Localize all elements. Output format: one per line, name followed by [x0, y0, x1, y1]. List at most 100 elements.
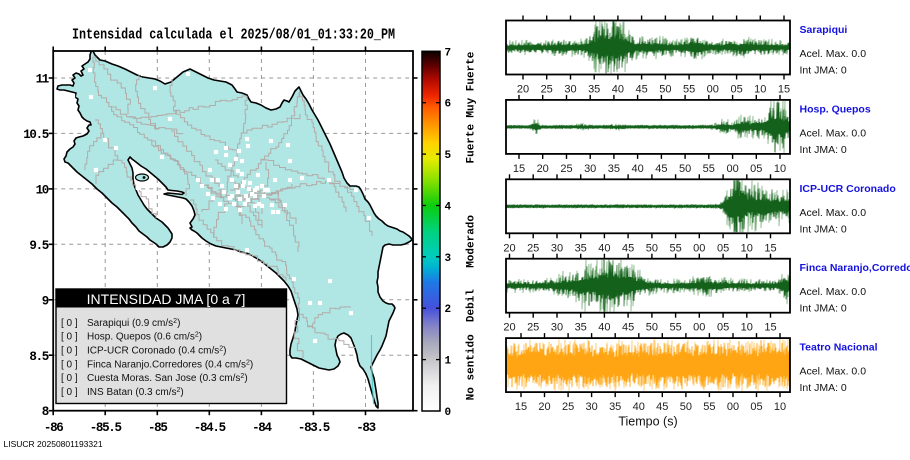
svg-text:10: 10: [774, 163, 786, 175]
svg-text:Finca Naranjo,Corredores: Finca Naranjo,Corredores: [800, 262, 910, 274]
svg-text:Int JMA: 0: Int JMA: 0: [800, 65, 847, 77]
svg-text:20: 20: [503, 322, 515, 334]
svg-text:Sarapiqui (0.9 cm/s2): Sarapiqui (0.9 cm/s2): [87, 317, 180, 329]
svg-text:7: 7: [445, 47, 452, 59]
svg-text:40: 40: [631, 163, 643, 175]
svg-text:55: 55: [669, 242, 681, 254]
svg-text:Int JMA: 0: Int JMA: 0: [800, 382, 847, 394]
svg-text:20: 20: [517, 84, 529, 96]
svg-text:45: 45: [635, 84, 647, 96]
svg-text:-85.5: -85.5: [90, 421, 122, 435]
svg-text:50: 50: [646, 322, 658, 334]
svg-text:4: 4: [445, 202, 452, 214]
svg-text:40: 40: [598, 242, 610, 254]
svg-text:10.5: 10.5: [23, 128, 49, 142]
svg-text:No sentido: No sentido: [466, 334, 478, 400]
svg-text:-85: -85: [148, 421, 167, 435]
svg-text:30: 30: [551, 322, 563, 334]
svg-text:Muy Fuerte: Muy Fuerte: [466, 51, 478, 117]
svg-text:0: 0: [445, 407, 452, 419]
svg-text:Debil: Debil: [466, 289, 478, 322]
svg-text:8.5: 8.5: [29, 350, 48, 364]
svg-text:20: 20: [537, 163, 549, 175]
svg-text:05: 05: [730, 84, 742, 96]
svg-text:Fuerte: Fuerte: [466, 123, 478, 163]
svg-text:5: 5: [445, 150, 452, 162]
svg-text:50: 50: [659, 84, 671, 96]
svg-text:45: 45: [622, 322, 634, 334]
svg-text:00: 00: [726, 163, 738, 175]
svg-text:35: 35: [609, 401, 621, 413]
svg-text:35: 35: [575, 242, 587, 254]
svg-text:30: 30: [585, 401, 597, 413]
svg-text:15: 15: [513, 163, 525, 175]
svg-text:9: 9: [42, 294, 49, 308]
svg-text:Acel. Max. 0.0: Acel. Max. 0.0: [800, 207, 867, 219]
svg-text:45: 45: [656, 401, 668, 413]
svg-text:ICP-UCR Coronado (0.4 cm/s2): ICP-UCR Coronado (0.4 cm/s2): [87, 345, 227, 357]
svg-text:Tiempo (s): Tiempo (s): [618, 415, 677, 429]
svg-text:05: 05: [717, 322, 729, 334]
svg-text:10: 10: [741, 322, 753, 334]
svg-text:[ 0 ]: [ 0 ]: [61, 359, 78, 370]
svg-text:55: 55: [669, 322, 681, 334]
svg-text:40: 40: [612, 84, 624, 96]
svg-text:15: 15: [764, 322, 776, 334]
svg-text:[ 0 ]: [ 0 ]: [61, 332, 78, 343]
svg-text:25: 25: [527, 242, 539, 254]
svg-text:20: 20: [503, 242, 515, 254]
svg-text:25: 25: [560, 163, 572, 175]
svg-text:INS Batan (0.3 cm/s2): INS Batan (0.3 cm/s2): [87, 387, 184, 399]
svg-text:Cuesta Moras. San Jose (0.3 cm: Cuesta Moras. San Jose (0.3 cm/s2): [87, 373, 248, 385]
svg-text:30: 30: [564, 84, 576, 96]
svg-text:Acel. Max. 0.0: Acel. Max. 0.0: [800, 366, 867, 378]
svg-text:9.5: 9.5: [29, 239, 48, 253]
svg-text:55: 55: [703, 401, 715, 413]
svg-text:00: 00: [707, 84, 719, 96]
svg-text:30: 30: [551, 242, 563, 254]
svg-text:25: 25: [562, 401, 574, 413]
svg-text:3: 3: [445, 253, 452, 265]
svg-text:40: 40: [633, 401, 645, 413]
svg-text:30: 30: [584, 163, 596, 175]
svg-text:Int JMA: 0: Int JMA: 0: [800, 223, 847, 235]
svg-text:Hosp. Quepos: Hosp. Quepos: [800, 103, 871, 115]
svg-text:50: 50: [680, 401, 692, 413]
svg-text:00: 00: [727, 401, 739, 413]
svg-text:-86: -86: [44, 421, 63, 435]
svg-text:INTENSIDAD JMA [0 a 7]: INTENSIDAD JMA [0 a 7]: [87, 291, 246, 307]
svg-text:11: 11: [36, 73, 49, 87]
svg-text:Sarapiqui: Sarapiqui: [800, 24, 848, 36]
svg-text:55: 55: [683, 84, 695, 96]
svg-text:2: 2: [445, 304, 452, 316]
svg-text:Acel. Max. 0.0: Acel. Max. 0.0: [800, 286, 867, 298]
svg-text:10: 10: [36, 183, 49, 197]
svg-text:Teatro Nacional: Teatro Nacional: [800, 342, 878, 354]
svg-text:10: 10: [754, 84, 766, 96]
svg-text:05: 05: [717, 242, 729, 254]
svg-text:15: 15: [764, 242, 776, 254]
svg-text:Hosp. Quepos (0.6 cm/s2): Hosp. Quepos (0.6 cm/s2): [87, 331, 202, 343]
svg-text:50: 50: [646, 242, 658, 254]
svg-text:[ 0 ]: [ 0 ]: [61, 387, 78, 398]
svg-text:35: 35: [588, 84, 600, 96]
svg-text:Intensidad calculada el 2025/0: Intensidad calculada el 2025/08/01_01:33…: [72, 27, 395, 44]
svg-text:-83: -83: [356, 421, 375, 435]
svg-text:20: 20: [538, 401, 550, 413]
svg-text:40: 40: [598, 322, 610, 334]
svg-text:[ 0 ]: [ 0 ]: [61, 346, 78, 357]
svg-text:Int JMA: 0: Int JMA: 0: [800, 144, 847, 156]
svg-text:LISUCR 20250801193321: LISUCR 20250801193321: [4, 439, 103, 449]
svg-text:05: 05: [750, 401, 762, 413]
svg-text:-83.5: -83.5: [298, 421, 330, 435]
svg-text:55: 55: [703, 163, 715, 175]
svg-text:10: 10: [774, 401, 786, 413]
svg-text:25: 25: [527, 322, 539, 334]
svg-text:45: 45: [655, 163, 667, 175]
svg-text:15: 15: [515, 401, 527, 413]
svg-text:8: 8: [42, 405, 49, 419]
svg-text:Moderado: Moderado: [466, 215, 478, 268]
svg-text:Acel. Max. 0.0: Acel. Max. 0.0: [800, 48, 867, 60]
svg-text:00: 00: [693, 322, 705, 334]
svg-text:25: 25: [541, 84, 553, 96]
